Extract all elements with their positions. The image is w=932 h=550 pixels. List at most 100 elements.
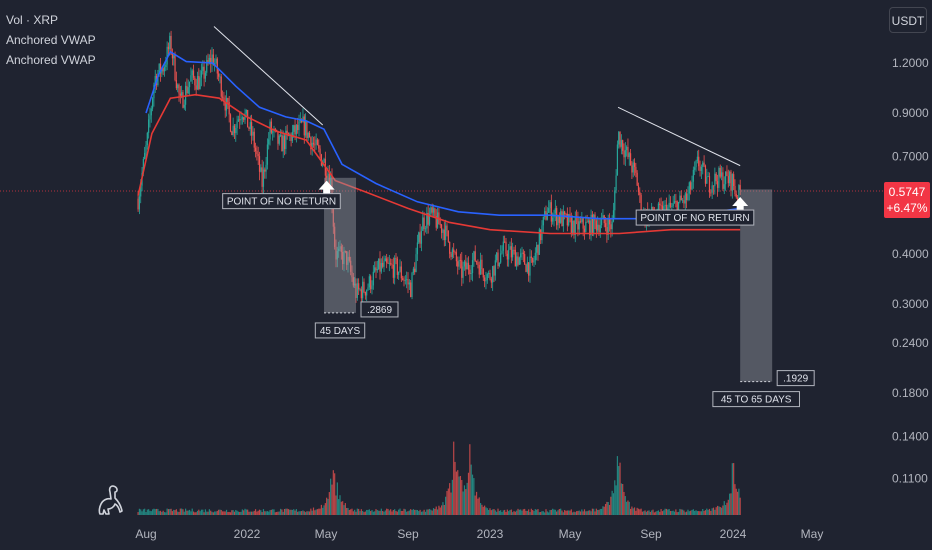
candle-body — [513, 249, 515, 251]
price-badge: 0.5747 +6.47% — [884, 182, 930, 218]
volume-bar — [338, 499, 340, 515]
candle-body — [595, 220, 597, 231]
candle-body — [310, 137, 312, 150]
volume-bar — [615, 485, 617, 515]
candle-body — [216, 58, 218, 74]
candle-body — [260, 167, 262, 172]
volume-bar — [696, 511, 698, 515]
volume-bar — [326, 497, 328, 515]
volume-bar — [640, 508, 642, 515]
volume-bar — [331, 484, 333, 515]
candle-body — [181, 92, 183, 96]
candle-body — [720, 172, 723, 177]
candle-body — [183, 104, 185, 108]
candle-body — [707, 176, 709, 177]
volume-bar — [449, 483, 451, 515]
candle-body — [578, 221, 580, 230]
candle-body — [402, 278, 404, 280]
candle-body — [424, 228, 427, 230]
volume-bar — [656, 510, 658, 515]
candle-body — [561, 211, 563, 227]
candle-body — [601, 218, 603, 226]
volume-bar — [672, 510, 674, 515]
candle-body — [187, 87, 189, 94]
currency-button[interactable]: USDT — [889, 7, 927, 33]
legend-vwap-2[interactable]: Anchored VWAP — [6, 53, 96, 67]
volume-bar — [229, 512, 232, 515]
candle-body — [447, 230, 449, 242]
candle-body — [599, 225, 601, 233]
candle-body — [347, 256, 349, 265]
legend-vwap-1[interactable]: Anchored VWAP — [6, 33, 96, 47]
volume-bar — [442, 502, 444, 515]
projection-days-label-text: 45 DAYS — [320, 326, 361, 337]
volume-bar — [490, 510, 492, 515]
candle-body — [703, 162, 705, 166]
candle-body — [718, 167, 720, 188]
volume-bar — [710, 510, 712, 515]
candle-body — [352, 277, 354, 286]
legend-volume[interactable]: Vol · XRP — [6, 13, 59, 27]
candle-body — [572, 220, 574, 234]
candle-body — [585, 221, 587, 232]
volume-bar — [619, 462, 621, 515]
candle-body — [439, 224, 441, 226]
candle-body — [546, 212, 548, 220]
volume-bar — [614, 480, 616, 515]
volume-bar — [489, 508, 491, 515]
candle-body — [489, 273, 491, 279]
point-of-no-return-label: POINT OF NO RETURN — [222, 193, 341, 210]
volume-bar — [294, 510, 296, 515]
candle-body — [339, 246, 341, 249]
candle-body — [258, 156, 261, 172]
volume-bar — [198, 509, 200, 515]
volume-bar — [553, 509, 555, 515]
volume-bar — [505, 511, 507, 515]
projection-days-label-text: 45 TO 65 DAYS — [721, 395, 792, 406]
volume-bar — [395, 510, 397, 515]
volume-bar — [207, 511, 209, 515]
volume-bar — [376, 510, 378, 515]
candle-body — [733, 174, 735, 186]
volume-bar — [239, 511, 241, 515]
candle-body — [229, 114, 232, 132]
volume-bar — [637, 508, 640, 515]
candle-body — [261, 167, 263, 187]
volume-bar — [512, 512, 514, 515]
volume-bar — [695, 510, 697, 515]
volume-bar — [366, 509, 368, 515]
candle-body — [532, 258, 534, 263]
volume-bar — [138, 508, 140, 515]
candle-body — [318, 144, 320, 149]
volume-bar — [407, 511, 409, 515]
candle-body — [415, 254, 417, 273]
candle-body — [512, 249, 514, 258]
volume-bar — [494, 510, 496, 515]
candle-body — [626, 146, 628, 151]
candle-body — [691, 181, 693, 190]
projection-days-label: 45 TO 65 DAYS — [712, 391, 800, 408]
volume-bar — [426, 509, 428, 515]
volume-bar — [224, 511, 226, 515]
candle-body — [396, 258, 398, 275]
volume-bar — [533, 511, 535, 515]
candle-body — [690, 182, 692, 190]
candle-body — [408, 282, 410, 285]
volume-bar — [419, 509, 421, 515]
volume-bar — [319, 508, 321, 515]
candle-body — [711, 185, 713, 193]
volume-bar — [287, 509, 290, 515]
candle-body — [262, 169, 265, 187]
candle-body — [699, 166, 701, 171]
candle-body — [154, 76, 156, 86]
candle-body — [166, 46, 168, 65]
volume-bar — [536, 509, 538, 515]
volume-bar — [645, 511, 647, 515]
volume-bar — [375, 509, 377, 515]
volume-bar — [572, 512, 574, 515]
candle-body — [351, 271, 353, 278]
candle-body — [359, 289, 361, 291]
volume-bar — [167, 509, 170, 515]
candle-body — [501, 250, 503, 254]
